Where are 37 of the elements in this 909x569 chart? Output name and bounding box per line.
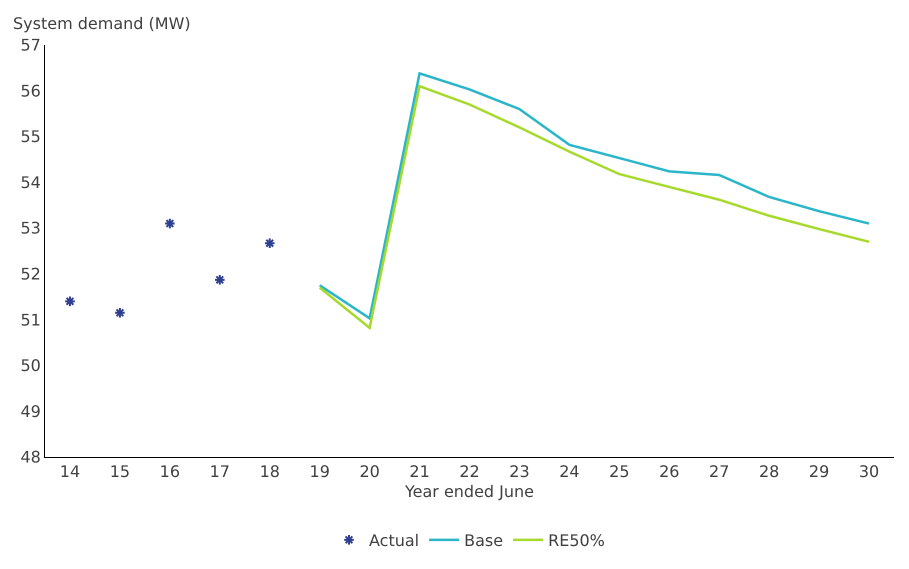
x-tick-label: 16 [160, 462, 180, 482]
legend-label: Actual [369, 531, 420, 550]
x-tick-label: 26 [659, 462, 680, 482]
x-tick-label: 18 [260, 462, 280, 482]
x-tick-label: 21 [409, 462, 430, 482]
y-tick-label: 48 [20, 448, 41, 467]
legend-label: RE50% [548, 531, 605, 550]
point [164, 218, 176, 230]
y-tick-label: 49 [20, 402, 41, 421]
x-tick-label: 28 [758, 462, 780, 482]
point [214, 274, 226, 286]
x-tick-label: 14 [60, 462, 80, 482]
x-tick-label: 27 [709, 462, 730, 482]
x-tick-label: 29 [808, 462, 830, 482]
x-tick-label: 19 [310, 462, 330, 482]
x-tick-label: 22 [459, 462, 480, 482]
x-tick-label: 30 [858, 462, 880, 482]
x-tick-label: 17 [210, 462, 230, 482]
y-tick-label: 55 [20, 127, 41, 146]
x-tick-label: 15 [110, 462, 130, 482]
y-tick-label: 56 [20, 81, 41, 100]
y-tick-label: 52 [20, 264, 41, 284]
y-tick-label: 57 [20, 36, 41, 55]
y-tick-label: 54 [20, 172, 41, 192]
x-tick-label: 25 [609, 462, 630, 482]
y-tick-label: 50 [20, 356, 41, 376]
x-tick-label: 23 [509, 462, 530, 482]
point [64, 296, 76, 308]
point [264, 237, 276, 250]
legend-label: Base [464, 531, 504, 550]
y-axis-title: System demand (MW) [13, 14, 191, 33]
x-tick-label: 24 [559, 462, 580, 482]
x-axis-title: Year ended June [404, 482, 534, 501]
x-tick-label: 20 [359, 462, 380, 482]
y-tick-label: 51 [20, 310, 41, 330]
point [114, 307, 126, 319]
y-tick-label: 53 [20, 218, 41, 238]
